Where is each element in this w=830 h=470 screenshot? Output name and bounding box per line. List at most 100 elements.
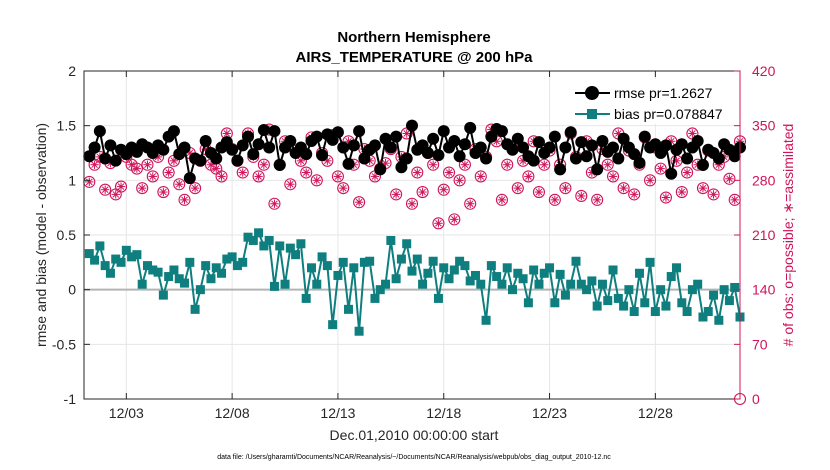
rmse-point (681, 152, 693, 164)
bias-point (487, 261, 496, 270)
rmse-point (570, 152, 582, 164)
obs-assimilated-point (133, 164, 141, 172)
x-axis-label: Dec.01,2010 00:00:00 start (330, 427, 499, 443)
rmse-point (369, 139, 381, 151)
rmse-point (104, 139, 116, 151)
obs-assimilated-point (466, 200, 474, 208)
y2-tick-label: 350 (752, 118, 776, 134)
bias-point (249, 236, 258, 245)
bias-point (101, 261, 110, 270)
bias-point (185, 258, 194, 267)
rmse-point (633, 157, 645, 169)
obs-assimilated-point (455, 176, 463, 184)
obs-assimilated-point (302, 168, 310, 176)
rmse-point (343, 158, 355, 170)
obs-assimilated-point (254, 172, 262, 180)
obs-assimilated-point (593, 196, 601, 204)
bias-point (117, 258, 126, 267)
bias-point (550, 298, 559, 307)
bias-point (392, 274, 401, 283)
bias-point (238, 258, 247, 267)
bias-point (656, 285, 665, 294)
x-tick-label: 12/23 (532, 405, 567, 421)
rmse-point (157, 144, 169, 156)
bias-point (677, 298, 686, 307)
y-tick-label: 1 (68, 172, 76, 188)
rmse-point (311, 131, 323, 143)
x-tick-label: 12/03 (109, 405, 144, 421)
bias-point (651, 307, 660, 316)
rmse-point (533, 136, 545, 148)
rmse-point (231, 155, 243, 167)
bias-point (169, 265, 178, 274)
bias-point (397, 255, 406, 264)
bias-point (355, 327, 364, 336)
bias-point (132, 250, 141, 259)
bias-point (228, 252, 237, 261)
rmse-point (268, 125, 280, 137)
obs-assimilated-point (164, 168, 172, 176)
bias-point (714, 316, 723, 325)
obs-assimilated-point (683, 168, 691, 176)
rmse-point (454, 150, 466, 162)
figure: Northern Hemisphere AIRS_TEMPERATURE @ 2… (0, 0, 830, 470)
rmse-point (586, 139, 598, 151)
bias-point (619, 302, 628, 311)
obs-assimilated-point (577, 192, 585, 200)
bias-point (593, 302, 602, 311)
rmse-point (316, 149, 328, 161)
rmse-point (406, 120, 418, 132)
obs-assimilated-point (180, 196, 188, 204)
bias-point (339, 258, 348, 267)
obs-assimilated-point (551, 196, 559, 204)
bias-point (106, 269, 115, 278)
bias-point (323, 261, 332, 270)
bias-point (709, 291, 718, 300)
bias-point (529, 265, 538, 274)
obs-assimilated-point (239, 168, 247, 176)
rmse-point (581, 150, 593, 162)
rmse-point (374, 163, 386, 175)
bias-point (254, 228, 263, 237)
obs-assimilated-point (434, 219, 442, 227)
bias-point (344, 305, 353, 314)
obs-assimilated-point (334, 172, 342, 180)
obs-assimilated-point (149, 172, 157, 180)
obs-assimilated-point (143, 161, 151, 169)
bias-point (704, 307, 713, 316)
bias-point (413, 255, 422, 264)
rmse-point (432, 149, 444, 161)
bias-point (476, 280, 485, 289)
rmse-point (348, 139, 360, 151)
obs-assimilated-point (117, 182, 125, 190)
obs-assimilated-point (355, 198, 363, 206)
rmse-point (596, 135, 608, 147)
bias-point (725, 296, 734, 305)
bias-point (439, 263, 448, 272)
rmse-point (401, 152, 413, 164)
bias-point (333, 271, 342, 280)
obs-assimilated-point (260, 161, 268, 169)
obs-assimilated-point (561, 184, 569, 192)
obs-assimilated-point (731, 196, 739, 204)
rmse-point (179, 142, 191, 154)
rmse-point (496, 125, 508, 137)
rmse-point (385, 142, 397, 154)
y-tick-label: 0 (68, 282, 76, 298)
y-tick-label: 1.5 (57, 118, 77, 134)
bias-point (450, 265, 459, 274)
x-tick-label: 12/08 (215, 405, 250, 421)
obs-assimilated-point (286, 180, 294, 188)
y-axis-right: 070140210280350420 (734, 63, 776, 407)
bias-point (693, 280, 702, 289)
rmse-point (475, 142, 487, 154)
bias-point (720, 285, 729, 294)
bias-point (624, 285, 633, 294)
bias-point (138, 280, 147, 289)
y-tick-label: 0.5 (57, 227, 77, 243)
bias-point (349, 263, 358, 272)
y2-tick-label: 140 (752, 282, 776, 298)
rmse-point (660, 139, 672, 151)
bias-point (630, 307, 639, 316)
bias-point (561, 291, 570, 300)
